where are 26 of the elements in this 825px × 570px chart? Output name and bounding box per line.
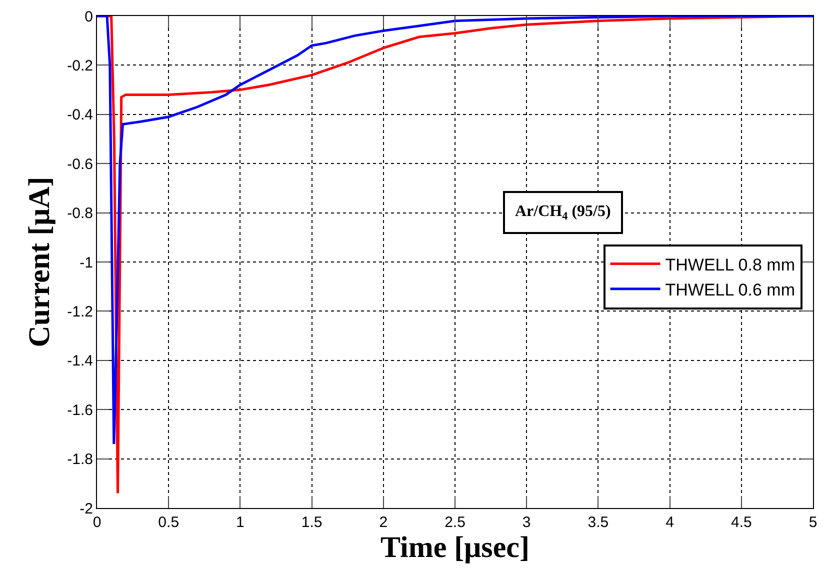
y-axis-title: Current [μA] [23,176,56,348]
x-tick-label: 1 [236,514,244,531]
x-tick-label: 4 [666,514,674,531]
x-tick-label: 5 [808,514,818,531]
y-tick-label: -0.2 [67,57,93,74]
y-tick-label: -1 [80,254,93,272]
y-tick-label: -1.6 [67,402,93,419]
legend-label: THWELL 0.8 mm [665,255,795,274]
y-tick-label: -0.4 [67,106,93,124]
y-tick-label: -1.4 [67,352,93,370]
x-tick-label: 3.5 [588,514,609,531]
legend-label: THWELL 0.6 mm [665,280,795,300]
x-tick-label: 3 [522,514,531,531]
y-tick-label: -0.6 [67,156,93,173]
x-tick-label: 4.5 [730,514,752,531]
x-axis-title: Time [μsec] [380,531,530,564]
x-tick-label: 2 [379,514,388,531]
x-tick-label: 2.5 [444,514,466,531]
y-tick-label: -0.8 [67,205,93,222]
y-tick-label: 0 [84,8,93,26]
y-tick-label: -1.8 [67,451,93,468]
annotation: Ar/CH$_{4}$ (95/5) [515,203,611,222]
x-tick-label: 1.5 [301,514,322,531]
y-tick-label: -2 [80,500,93,518]
y-tick-label: -1.2 [67,303,93,320]
x-tick-label: 0.5 [158,514,180,531]
